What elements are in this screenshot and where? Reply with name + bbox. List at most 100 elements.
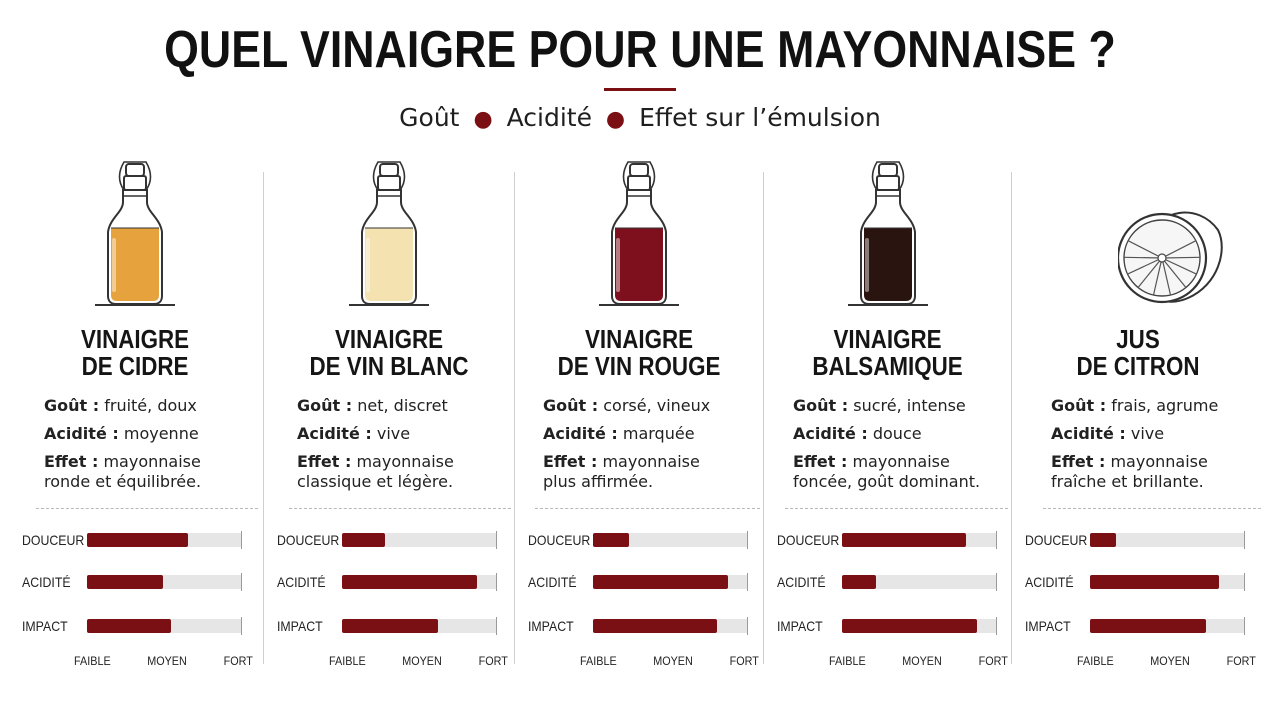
effet-value-2: ronde et équilibrée.	[44, 472, 202, 491]
gout-label: Goût :	[297, 396, 353, 415]
vinegar-column: VINAIGRE DE VIN ROUGE Goût : corsé, vineux…	[516, 150, 762, 690]
bar-fill	[1090, 619, 1207, 633]
bar-end-tick	[496, 617, 497, 635]
scale-label: MOYEN	[901, 654, 942, 668]
bar-track	[87, 617, 242, 635]
acidite-label: Acidité :	[297, 424, 372, 443]
vinegar-name-line2: BALSAMIQUE	[812, 351, 963, 381]
bar-end-tick	[241, 617, 242, 635]
acidite-value: douce	[872, 424, 922, 443]
effet-line: Effet : mayonnaise foncée, goût dominant.	[793, 452, 980, 492]
gout-line: Goût : fruité, doux	[44, 396, 201, 416]
subtitle-item-effet: Effet sur l’émulsion	[639, 103, 881, 132]
bullet-icon: ●	[605, 107, 626, 132]
gout-value: fruité, doux	[104, 396, 197, 415]
effet-value-1: mayonnaise	[356, 452, 454, 471]
effet-line: Effet : mayonnaise classique et légère.	[297, 452, 454, 492]
bar-category-label: ACIDITÉ	[277, 574, 326, 590]
subtitle-item-gout: Goût	[399, 103, 460, 132]
effet-value-2: fraîche et brillante.	[1051, 472, 1204, 491]
acidite-value: vive	[1130, 424, 1165, 443]
bar-category-label: DOUCEUR	[22, 532, 85, 548]
bar-end-tick	[1244, 617, 1245, 635]
bottle-icon	[10, 150, 260, 310]
column-divider	[263, 172, 264, 664]
scale-label: FAIBLE	[580, 654, 617, 668]
vinegar-name-line1: VINAIGRE	[833, 324, 942, 354]
vinegar-column: JUS DE CITRON Goût : frais, agrume Acidité …	[1013, 150, 1263, 690]
gout-line: Goût : frais, agrume	[1051, 396, 1218, 416]
bar-category-label: ACIDITÉ	[528, 574, 577, 590]
vinegar-name: VINAIGRE DE VIN BLANC	[282, 326, 495, 380]
vinegar-name-line1: VINAIGRE	[80, 324, 190, 354]
subtitle: Goût ● Acidité ● Effet sur l’émulsion	[0, 101, 1280, 137]
bar-category-label: ACIDITÉ	[777, 574, 826, 590]
gout-value: net, discret	[357, 396, 448, 415]
bar-track	[842, 573, 997, 591]
acidite-label: Acidité :	[44, 424, 119, 443]
bar-end-tick	[996, 617, 997, 635]
acidite-value: moyenne	[123, 424, 199, 443]
bar-category-label: ACIDITÉ	[1025, 574, 1074, 590]
scale-label: FAIBLE	[1077, 654, 1114, 668]
bar-end-tick	[1244, 531, 1245, 549]
vinegar-column: VINAIGRE DE VIN BLANC Goût : net, discret A…	[265, 150, 513, 690]
scale-label: FAIBLE	[329, 654, 366, 668]
dotted-separator	[289, 508, 511, 509]
gout-value: sucré, intense	[853, 396, 966, 415]
scale-label: FAIBLE	[829, 654, 866, 668]
bar-category-label: IMPACT	[1025, 618, 1071, 634]
scale-label: FORT	[1226, 654, 1256, 668]
bar-category-label: DOUCEUR	[1025, 532, 1088, 548]
bar-fill	[1090, 533, 1117, 547]
effet-label: Effet :	[44, 452, 99, 471]
bar-fill	[342, 533, 386, 547]
effet-line: Effet : mayonnaise ronde et équilibrée.	[44, 452, 201, 492]
bar-end-tick	[1244, 573, 1245, 591]
bar-track	[87, 531, 242, 549]
bottle-icon	[516, 150, 762, 310]
bar-fill	[342, 575, 477, 589]
vinegar-name-line1: JUS	[1116, 324, 1160, 354]
bar-end-tick	[747, 617, 748, 635]
acidite-value: marquée	[622, 424, 695, 443]
gout-line: Goût : sucré, intense	[793, 396, 980, 416]
page-title: QUEL VINAIGRE POUR UNE MAYONNAISE ?	[164, 21, 1116, 79]
effet-value-1: mayonnaise	[852, 452, 950, 471]
bar-track	[87, 573, 242, 591]
bar-end-tick	[496, 531, 497, 549]
acidite-label: Acidité :	[543, 424, 618, 443]
acidite-value: vive	[376, 424, 411, 443]
scale-label: FAIBLE	[74, 654, 111, 668]
gout-label: Goût :	[793, 396, 849, 415]
bullet-icon: ●	[473, 107, 493, 132]
gout-label: Goût :	[44, 396, 100, 415]
bar-track	[593, 531, 748, 549]
acidite-line: Acidité : marquée	[543, 424, 710, 444]
acidite-line: Acidité : douce	[793, 424, 980, 444]
effet-line: Effet : mayonnaise plus affirmée.	[543, 452, 710, 492]
vinegar-name: VINAIGRE BALSAMIQUE	[782, 326, 993, 380]
bar-fill	[342, 619, 439, 633]
gout-label: Goût :	[1051, 396, 1107, 415]
effet-label: Effet :	[1051, 452, 1106, 471]
acidite-line: Acidité : vive	[297, 424, 454, 444]
gout-line: Goût : corsé, vineux	[543, 396, 710, 416]
vinegar-column: VINAIGRE BALSAMIQUE Goût : sucré, intense A…	[765, 150, 1010, 690]
bottle-icon	[765, 150, 1010, 310]
gout-value: corsé, vineux	[603, 396, 711, 415]
bar-category-label: DOUCEUR	[528, 532, 591, 548]
bar-end-tick	[241, 573, 242, 591]
vinegar-name-line1: VINAIGRE	[334, 324, 444, 354]
bar-track	[593, 617, 748, 635]
vinegar-name: VINAIGRE DE VIN ROUGE	[533, 326, 745, 380]
scale-label: FORT	[478, 654, 508, 668]
bar-category-label: ACIDITÉ	[22, 574, 71, 590]
vinegar-description: Goût : corsé, vineux Acidité : marquée Eff…	[543, 396, 710, 492]
effet-label: Effet :	[543, 452, 598, 471]
scale-label: FORT	[223, 654, 253, 668]
effet-label: Effet :	[793, 452, 848, 471]
bar-category-label: IMPACT	[777, 618, 823, 634]
bar-end-tick	[996, 531, 997, 549]
bar-fill	[1090, 575, 1219, 589]
